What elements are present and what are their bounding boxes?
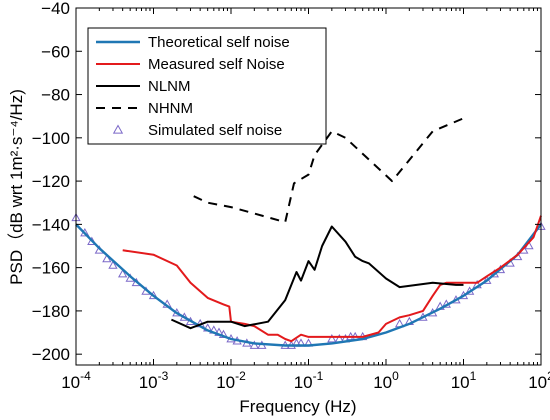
y-tick-label: −140: [32, 215, 70, 234]
measured-self-noise-line: [122, 215, 542, 343]
y-tick-label: −180: [32, 302, 70, 321]
simulated-self-noise-point: [218, 329, 229, 339]
x-tick-label: 102: [528, 369, 550, 392]
nhnm-line: [193, 117, 464, 224]
axes: 10-4 10-3 10-2 10-1 100 101 102 −200 −180 −160 −14…: [32, 0, 550, 392]
y-tick-label: −120: [32, 172, 70, 191]
legend-swatch-simulated-self-noise: [112, 124, 124, 134]
y-tick-label: −80: [41, 86, 70, 105]
theoretical-self-noise-line: [75, 223, 542, 347]
x-tick-label: 10-1: [294, 369, 324, 392]
legend-label-measured-self-noise: Measured self Noise: [148, 56, 285, 73]
legend: Theoretical self noise Measured self Nois…: [87, 27, 327, 145]
y-tick-label: −160: [32, 259, 70, 278]
plot-area: [71, 117, 546, 349]
y-tick-label: −200: [32, 345, 70, 364]
simulated-self-noise-point: [118, 269, 128, 278]
x-tick-label: 10-4: [61, 369, 91, 392]
nlnm-line: [170, 225, 464, 330]
simulated-self-noise-point: [249, 340, 259, 349]
legend-label-nhnm: NHNM: [148, 100, 193, 117]
y-tick-label: −100: [32, 129, 70, 148]
x-tick-label: 101: [451, 369, 477, 392]
y-tick-label: −60: [41, 42, 70, 61]
x-tick-label: 10-2: [216, 369, 246, 392]
x-tick-label: 10-3: [139, 369, 169, 392]
x-axis-label: Frequency (Hz): [239, 397, 356, 416]
simulated-self-noise-point: [108, 260, 118, 269]
y-tick-label: −40: [41, 0, 70, 18]
y-axis-label: PSD（dB wrt 1m²·s⁻⁴/Hz): [7, 89, 26, 285]
legend-label-theoretical-self-noise: Theoretical self noise: [148, 34, 290, 51]
x-tick-label: 100: [373, 369, 399, 392]
simulated-self-noise-point: [327, 334, 337, 343]
legend-label-nlnm: NLNM: [148, 78, 191, 95]
legend-label-simulated-self-noise: Simulated self noise: [148, 122, 282, 139]
